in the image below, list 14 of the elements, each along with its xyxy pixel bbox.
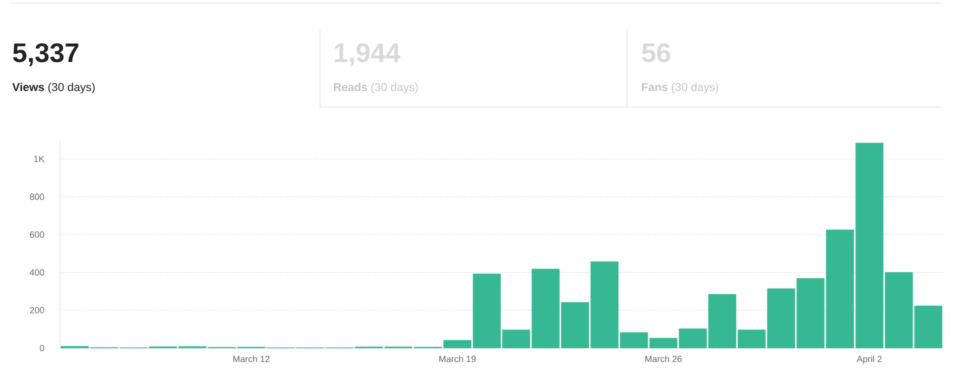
text: Reads (30 days) (334, 82, 418, 94)
y-tick-label: 200 (30, 307, 44, 314)
x-tick-label: March 19 (439, 356, 476, 362)
text: Fans (30 days) (642, 82, 718, 94)
y-tick-label: 0 (40, 344, 44, 352)
text: Views (30 days) (12, 82, 95, 94)
y-tick-label: 800 (30, 194, 44, 200)
y-tick-label: 400 (30, 269, 44, 276)
text: 5,337 (13, 43, 78, 66)
y-tick-label: 600 (30, 231, 44, 238)
x-tick-label: April 2 (856, 356, 882, 364)
y-tick-label: 1K (34, 156, 44, 162)
x-tick-label: March 26 (645, 356, 682, 362)
x-tick-label: March 12 (233, 356, 270, 362)
